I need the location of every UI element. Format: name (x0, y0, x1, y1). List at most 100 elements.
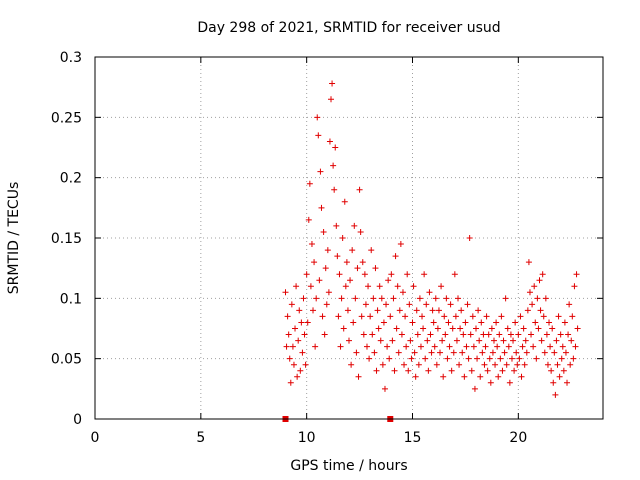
data-point (426, 289, 433, 296)
data-point (363, 343, 370, 350)
data-point (341, 198, 348, 205)
data-point (529, 301, 536, 308)
data-point (490, 337, 497, 344)
data-point (303, 271, 310, 278)
data-point (379, 361, 386, 368)
data-point (390, 295, 397, 302)
y-tick-label: 0 (73, 412, 82, 428)
data-point (408, 355, 415, 362)
data-point (427, 331, 434, 338)
data-point (443, 295, 450, 302)
data-point (433, 361, 440, 368)
y-axis-label: SRMTID / TECUs (6, 182, 22, 295)
data-point (548, 367, 555, 374)
data-point (507, 331, 514, 338)
data-point (453, 337, 460, 344)
data-point (406, 301, 413, 308)
data-point (348, 361, 355, 368)
data-point (566, 301, 573, 308)
data-point (560, 367, 567, 374)
data-point (557, 331, 564, 338)
data-point (306, 180, 313, 187)
data-point (425, 367, 432, 374)
data-point (319, 313, 326, 320)
data-point (521, 361, 528, 368)
data-point (494, 343, 501, 350)
data-point (420, 325, 427, 332)
data-point (337, 343, 344, 350)
data-point (365, 283, 372, 290)
data-point (558, 355, 565, 362)
data-point (567, 361, 574, 368)
data-point (402, 313, 409, 320)
data-point (411, 349, 418, 356)
data-point (282, 289, 289, 296)
data-point (435, 307, 442, 314)
data-point (459, 349, 466, 356)
y-tick-label: 0.15 (51, 231, 82, 247)
data-point (464, 301, 471, 308)
data-point (520, 325, 527, 332)
data-point (462, 319, 469, 326)
data-point (496, 331, 503, 338)
data-point (551, 349, 558, 356)
data-point (347, 277, 354, 284)
y-tick-label: 0.05 (51, 352, 82, 368)
data-point (387, 313, 394, 320)
data-point (564, 379, 571, 386)
data-point (315, 132, 322, 139)
data-point (535, 325, 542, 332)
data-point (461, 373, 468, 380)
data-point (483, 313, 490, 320)
data-point (296, 307, 303, 314)
data-point (568, 337, 575, 344)
data-point (393, 325, 400, 332)
data-point (331, 186, 338, 193)
data-point (416, 295, 423, 302)
data-point (533, 355, 540, 362)
y-tick-label: 0.1 (60, 291, 82, 307)
data-point (450, 349, 457, 356)
data-point (308, 241, 315, 248)
data-point (452, 313, 459, 320)
data-point (372, 265, 379, 272)
data-point (407, 337, 414, 344)
data-point (469, 313, 476, 320)
data-point (474, 355, 481, 362)
data-point (480, 331, 487, 338)
data-point (498, 313, 505, 320)
data-point (513, 349, 520, 356)
data-point (471, 385, 478, 392)
data-point (500, 337, 507, 344)
data-point (506, 379, 513, 386)
data-point (332, 144, 339, 151)
data-point (374, 307, 381, 314)
data-point (432, 295, 439, 302)
data-point (399, 289, 406, 296)
data-point (556, 373, 563, 380)
data-point (415, 361, 422, 368)
data-point (467, 331, 474, 338)
data-point (569, 313, 576, 320)
data-point (501, 349, 508, 356)
data-point (478, 319, 485, 326)
data-point (317, 168, 324, 175)
data-point (385, 277, 392, 284)
data-point (394, 283, 401, 290)
data-point (380, 319, 387, 326)
data-point (325, 289, 332, 296)
data-point (336, 271, 343, 278)
data-point (312, 343, 319, 350)
data-point (553, 337, 560, 344)
data-point (356, 186, 363, 193)
data-point (294, 373, 301, 380)
data-point (373, 367, 380, 374)
data-point (503, 361, 510, 368)
data-point (397, 241, 404, 248)
data-point (386, 355, 393, 362)
data-point (488, 325, 495, 332)
data-point (362, 301, 369, 308)
data-point (298, 319, 305, 326)
data-point (571, 283, 578, 290)
